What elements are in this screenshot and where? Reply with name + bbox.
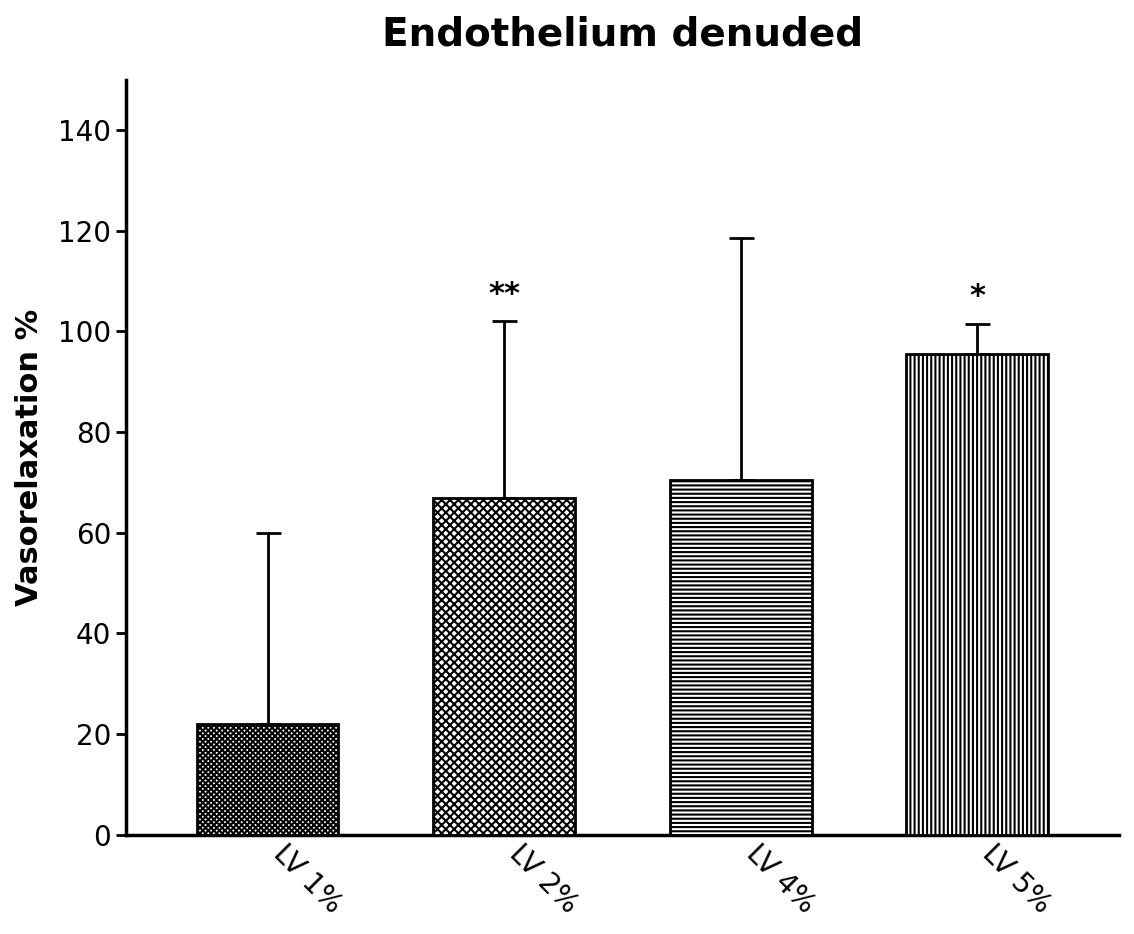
- Title: Endothelium denuded: Endothelium denuded: [382, 15, 863, 53]
- Bar: [433, 498, 575, 835]
- Bar: [669, 480, 812, 835]
- Text: *: *: [970, 282, 985, 311]
- Text: **: **: [488, 280, 521, 309]
- Y-axis label: Vasorelaxation %: Vasorelaxation %: [15, 308, 44, 606]
- Bar: [196, 724, 338, 835]
- Bar: [906, 354, 1048, 835]
